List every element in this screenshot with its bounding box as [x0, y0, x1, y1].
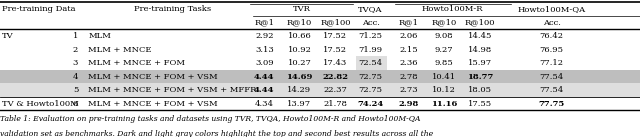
Text: TVR: TVR: [292, 5, 310, 13]
Text: 3: 3: [73, 59, 78, 67]
Text: 17.52: 17.52: [323, 32, 348, 40]
Text: 2.06: 2.06: [399, 32, 417, 40]
Text: R@10: R@10: [287, 19, 312, 27]
Text: MLM + MNCE + FOM + VSM: MLM + MNCE + FOM + VSM: [88, 100, 218, 108]
Text: 3.09: 3.09: [255, 59, 274, 67]
Text: 6: 6: [73, 100, 78, 108]
Text: 10.41: 10.41: [432, 73, 456, 81]
Text: 2.73: 2.73: [399, 86, 418, 94]
Text: R@100: R@100: [465, 19, 495, 27]
Text: 9.85: 9.85: [435, 59, 454, 67]
Text: 1: 1: [73, 32, 78, 40]
Text: 2.98: 2.98: [398, 100, 419, 108]
Text: 77.54: 77.54: [540, 73, 564, 81]
Text: 72.75: 72.75: [358, 73, 383, 81]
Text: 10.27: 10.27: [287, 59, 312, 67]
Text: 77.54: 77.54: [540, 86, 564, 94]
Text: 76.95: 76.95: [540, 46, 564, 54]
Text: MLM + MNCE + FOM + VSM + MFFR: MLM + MNCE + FOM + VSM + MFFR: [88, 86, 257, 94]
Text: Acc.: Acc.: [362, 19, 380, 27]
Text: R@10: R@10: [431, 19, 457, 27]
Text: 71.25: 71.25: [358, 32, 383, 40]
Text: 2.78: 2.78: [399, 73, 418, 81]
Text: R@1: R@1: [398, 19, 419, 27]
Text: 9.27: 9.27: [435, 46, 454, 54]
Text: 76.42: 76.42: [540, 32, 564, 40]
Text: 21.78: 21.78: [323, 100, 348, 108]
Text: 17.55: 17.55: [468, 100, 492, 108]
Text: MLM + MNCE: MLM + MNCE: [88, 46, 152, 54]
Text: 15.97: 15.97: [468, 59, 492, 67]
Text: Howto100M-R: Howto100M-R: [422, 5, 483, 13]
Text: 2: 2: [73, 46, 78, 54]
Text: 13.97: 13.97: [287, 100, 312, 108]
Text: 74.24: 74.24: [357, 100, 384, 108]
Text: 2.15: 2.15: [399, 46, 418, 54]
Text: 14.29: 14.29: [287, 86, 312, 94]
Text: Acc.: Acc.: [543, 19, 561, 27]
Bar: [0, 70, 640, 83]
Text: 2.36: 2.36: [399, 59, 417, 67]
Text: TV & Howto100M: TV & Howto100M: [2, 100, 79, 108]
Text: TV: TV: [2, 32, 13, 40]
Text: 77.75: 77.75: [538, 100, 565, 108]
Text: Table 1: Evaluation on pre-training tasks and datasets using TVR, TVQA, Howto100: Table 1: Evaluation on pre-training task…: [0, 115, 420, 123]
Text: 9.08: 9.08: [435, 32, 454, 40]
Text: 3.13: 3.13: [255, 46, 274, 54]
Text: 22.82: 22.82: [323, 73, 348, 81]
Text: Pre-training Data: Pre-training Data: [2, 5, 76, 13]
Text: 17.52: 17.52: [323, 46, 348, 54]
Text: 4: 4: [73, 73, 78, 81]
Text: TVQA: TVQA: [358, 5, 383, 13]
Text: 5: 5: [73, 86, 78, 94]
Text: 14.69: 14.69: [286, 73, 313, 81]
Text: 4.34: 4.34: [255, 100, 274, 108]
Text: 72.75: 72.75: [358, 86, 383, 94]
Text: Pre-training Tasks: Pre-training Tasks: [134, 5, 212, 13]
Text: 10.12: 10.12: [432, 86, 456, 94]
Text: 18.05: 18.05: [468, 86, 492, 94]
Text: 4.44: 4.44: [254, 73, 275, 81]
Text: 11.16: 11.16: [431, 100, 458, 108]
Text: 71.99: 71.99: [358, 46, 383, 54]
Text: 77.12: 77.12: [540, 59, 564, 67]
Text: 72.54: 72.54: [358, 59, 383, 67]
Text: 4.44: 4.44: [254, 86, 275, 94]
Text: 14.98: 14.98: [468, 46, 492, 54]
Bar: [356, 56, 387, 70]
Text: 22.37: 22.37: [323, 86, 348, 94]
Text: MLM + MNCE + FOM: MLM + MNCE + FOM: [88, 59, 186, 67]
Text: validation set as benchmarks. Dark and light gray colors highlight the top and s: validation set as benchmarks. Dark and l…: [0, 130, 433, 137]
Text: 18.77: 18.77: [467, 73, 493, 81]
Text: 10.92: 10.92: [287, 46, 312, 54]
Text: 2.92: 2.92: [255, 32, 273, 40]
Bar: [0, 83, 640, 97]
Text: 10.66: 10.66: [287, 32, 312, 40]
Text: 17.43: 17.43: [323, 59, 348, 67]
Text: R@1: R@1: [254, 19, 275, 27]
Text: MLM: MLM: [88, 32, 111, 40]
Text: 14.45: 14.45: [468, 32, 492, 40]
Text: Howto100M-QA: Howto100M-QA: [518, 5, 586, 13]
Text: R@100: R@100: [320, 19, 351, 27]
Text: MLM + MNCE + FOM + VSM: MLM + MNCE + FOM + VSM: [88, 73, 218, 81]
